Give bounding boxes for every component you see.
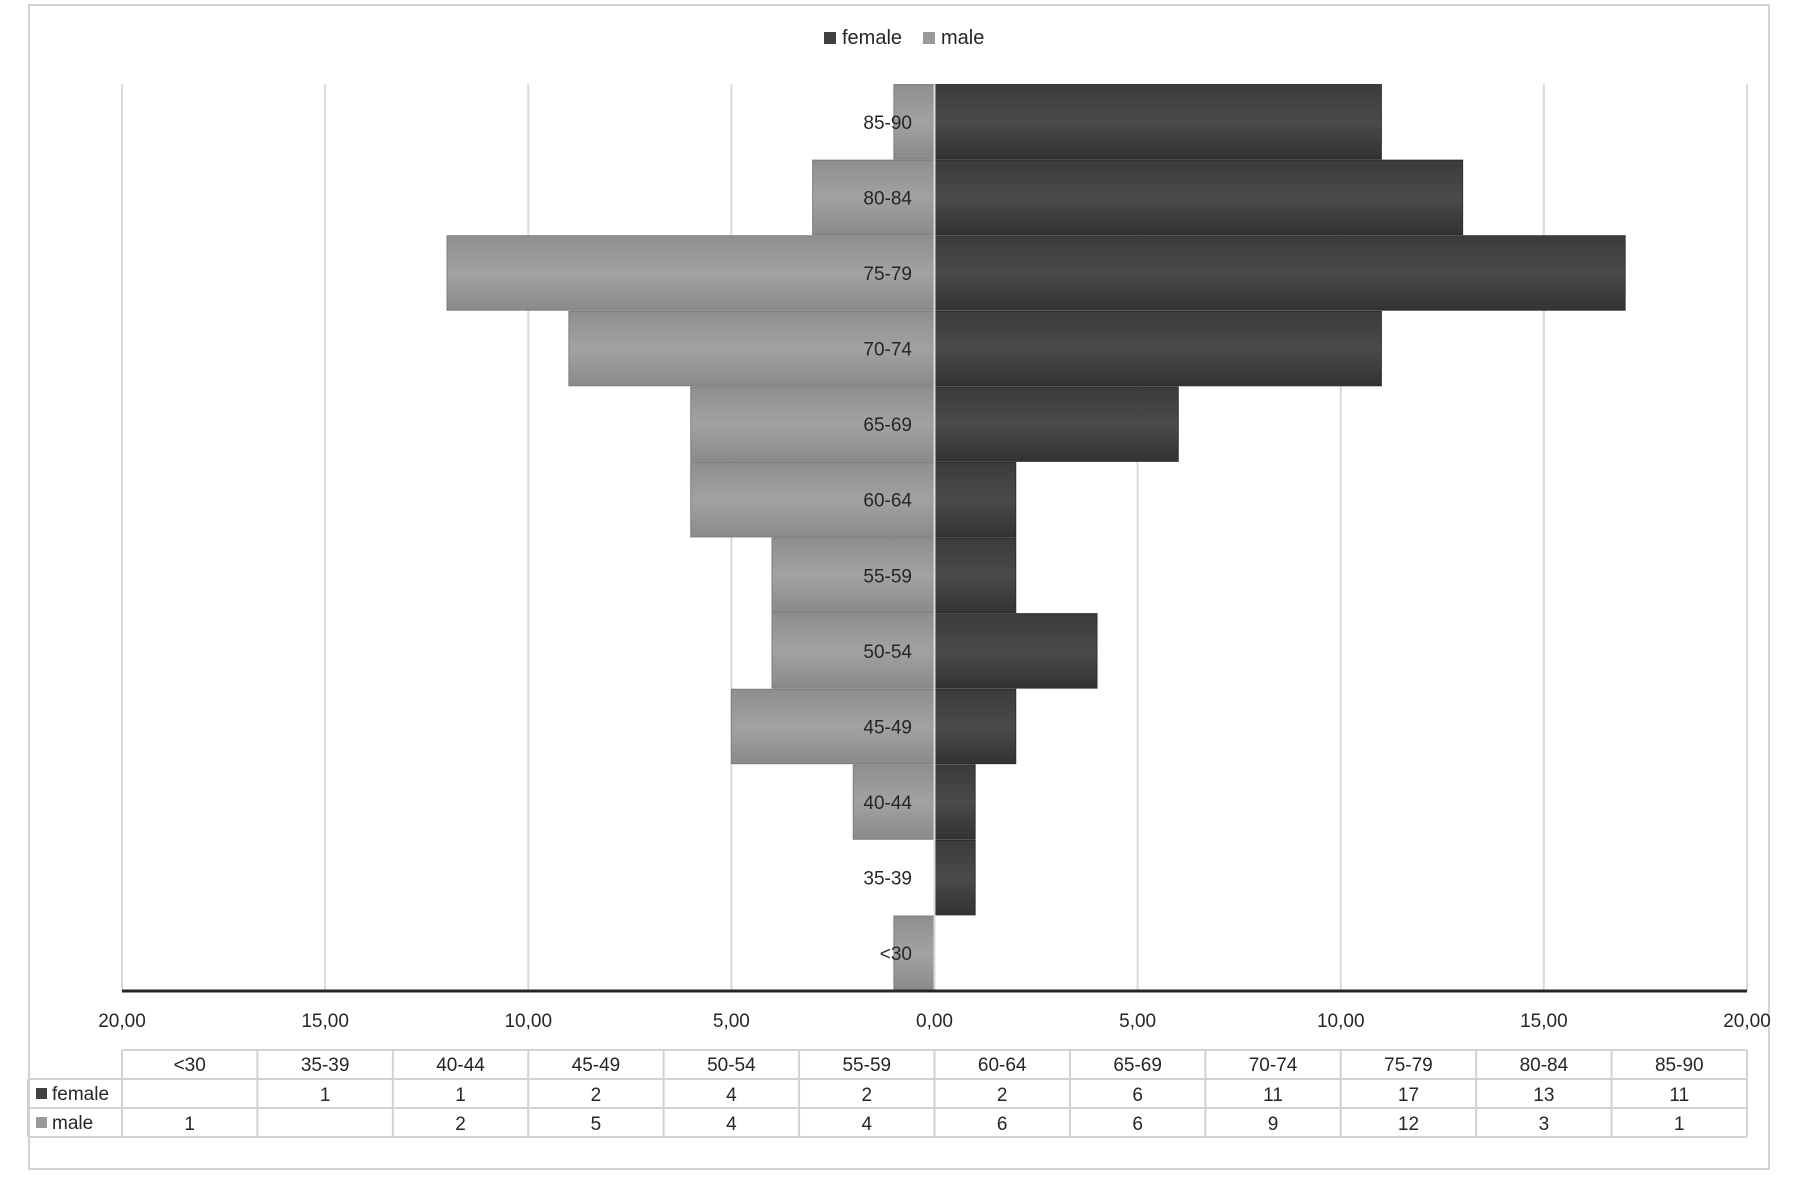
x-tick-label: 15,00 (301, 1011, 349, 1032)
table-cell-female: 2 (862, 1085, 873, 1106)
table-cell-female: 1 (455, 1085, 466, 1106)
table-row-label-male: male (52, 1113, 93, 1134)
category-label: 55-59 (863, 566, 912, 587)
table-row-label-female: female (52, 1084, 109, 1105)
category-label: 75-79 (863, 264, 912, 285)
table-header-cell: 50-54 (707, 1055, 756, 1076)
table-header-cell: 85-90 (1655, 1055, 1704, 1076)
bar-male-55-59 (771, 537, 935, 614)
table-cell-male: 12 (1398, 1114, 1419, 1135)
table-header-cell: 70-74 (1249, 1055, 1298, 1076)
x-tick-label: 10,00 (504, 1011, 552, 1032)
bar-female-50-54 (934, 613, 1098, 689)
table-header-cell: 80-84 (1520, 1055, 1569, 1076)
table-header-cell: 75-79 (1384, 1055, 1433, 1076)
bar-female-45-49 (934, 688, 1017, 765)
table-cell-male: 1 (1674, 1114, 1685, 1135)
table-cell-female: 2 (591, 1085, 602, 1106)
bar-male-85-90 (893, 84, 935, 160)
bar-female-70-74 (934, 310, 1382, 387)
category-label: 50-54 (863, 642, 912, 663)
x-tick-label: 20,00 (1723, 1011, 1771, 1032)
x-tick-label: 15,00 (1520, 1011, 1568, 1032)
table-cell-female: 17 (1398, 1085, 1419, 1106)
table-header-cell: 60-64 (978, 1055, 1027, 1076)
table-header-cell: 45-49 (572, 1055, 621, 1076)
table-cell-female: 4 (726, 1085, 737, 1106)
bar-female-60-64 (934, 461, 1017, 538)
category-label: 80-84 (863, 188, 912, 209)
category-label: 35-39 (863, 869, 912, 890)
table-header-cell: 35-39 (301, 1055, 350, 1076)
table-header-cell: <30 (174, 1055, 206, 1076)
category-label: 40-44 (863, 793, 912, 814)
x-tick-label: 5,00 (713, 1011, 750, 1032)
table-header-cell: 55-59 (842, 1055, 891, 1076)
bars (446, 84, 1626, 991)
table-cell-female: 1 (320, 1085, 331, 1106)
legend-label-female: female (842, 27, 902, 49)
bar-female-40-44 (934, 764, 976, 840)
bar-female-65-69 (934, 386, 1179, 462)
table-cell-female: 6 (1132, 1085, 1143, 1106)
legend-label-male: male (941, 27, 984, 49)
legend: female male (824, 27, 984, 49)
x-tick-label: 0,00 (916, 1011, 953, 1032)
table-header-cell: 65-69 (1113, 1055, 1162, 1076)
x-tick-label: 10,00 (1317, 1011, 1365, 1032)
table-cell-male: 1 (184, 1114, 195, 1135)
bar-female-55-59 (934, 537, 1017, 614)
x-tick-label: 20,00 (98, 1011, 146, 1032)
bar-female-35-39 (934, 839, 976, 916)
category-labels: <30 35-39 40-44 45-49 50-54 55-59 60-64 65-69 70… (863, 113, 912, 965)
bar-male-75-79 (446, 235, 935, 311)
category-label: 85-90 (863, 113, 912, 134)
table-cell-male: 2 (455, 1114, 466, 1135)
table-cell-female: 2 (997, 1085, 1008, 1106)
category-label: 45-49 (863, 717, 912, 738)
gridlines (121, 84, 1748, 991)
table-cell-male: 4 (862, 1114, 873, 1135)
legend-swatch-female (824, 32, 836, 44)
table-cell-male: 3 (1539, 1114, 1550, 1135)
table-legend-swatch-female (36, 1088, 47, 1099)
table-cell-female: 11 (1669, 1085, 1689, 1106)
table-cell-female: 13 (1533, 1085, 1554, 1106)
category-label: 70-74 (863, 340, 912, 361)
x-tick-label: 5,00 (1119, 1011, 1156, 1032)
table-cell-male: 4 (726, 1114, 737, 1135)
bar-female-75-79 (934, 235, 1626, 311)
table-cell-male: 9 (1268, 1114, 1279, 1135)
category-label: <30 (880, 944, 912, 965)
category-label: 60-64 (863, 491, 912, 512)
table-legend-swatch-male (36, 1117, 47, 1128)
bar-male-60-64 (690, 461, 935, 538)
table-cell-male: 6 (1132, 1114, 1143, 1135)
table-cell-male: 6 (997, 1114, 1008, 1135)
bar-female-85-90 (934, 84, 1382, 160)
legend-swatch-male (923, 32, 935, 44)
bar-female-80-84 (934, 159, 1464, 236)
table-cell-male: 5 (591, 1114, 602, 1135)
bar-male-70-74 (568, 310, 935, 387)
bar-male-65-69 (690, 386, 935, 462)
table-header-cell: 40-44 (436, 1055, 485, 1076)
data-table: <30 35-39 40-44 45-49 50-54 55-59 60-64 65-69 70… (27, 1049, 1748, 1138)
table-cell-female: 11 (1263, 1085, 1283, 1106)
x-axis: 20,00 15,00 10,00 5,00 0,00 5,00 10,00 15,00 20,… (98, 989, 1771, 1032)
category-label: 65-69 (863, 415, 912, 436)
